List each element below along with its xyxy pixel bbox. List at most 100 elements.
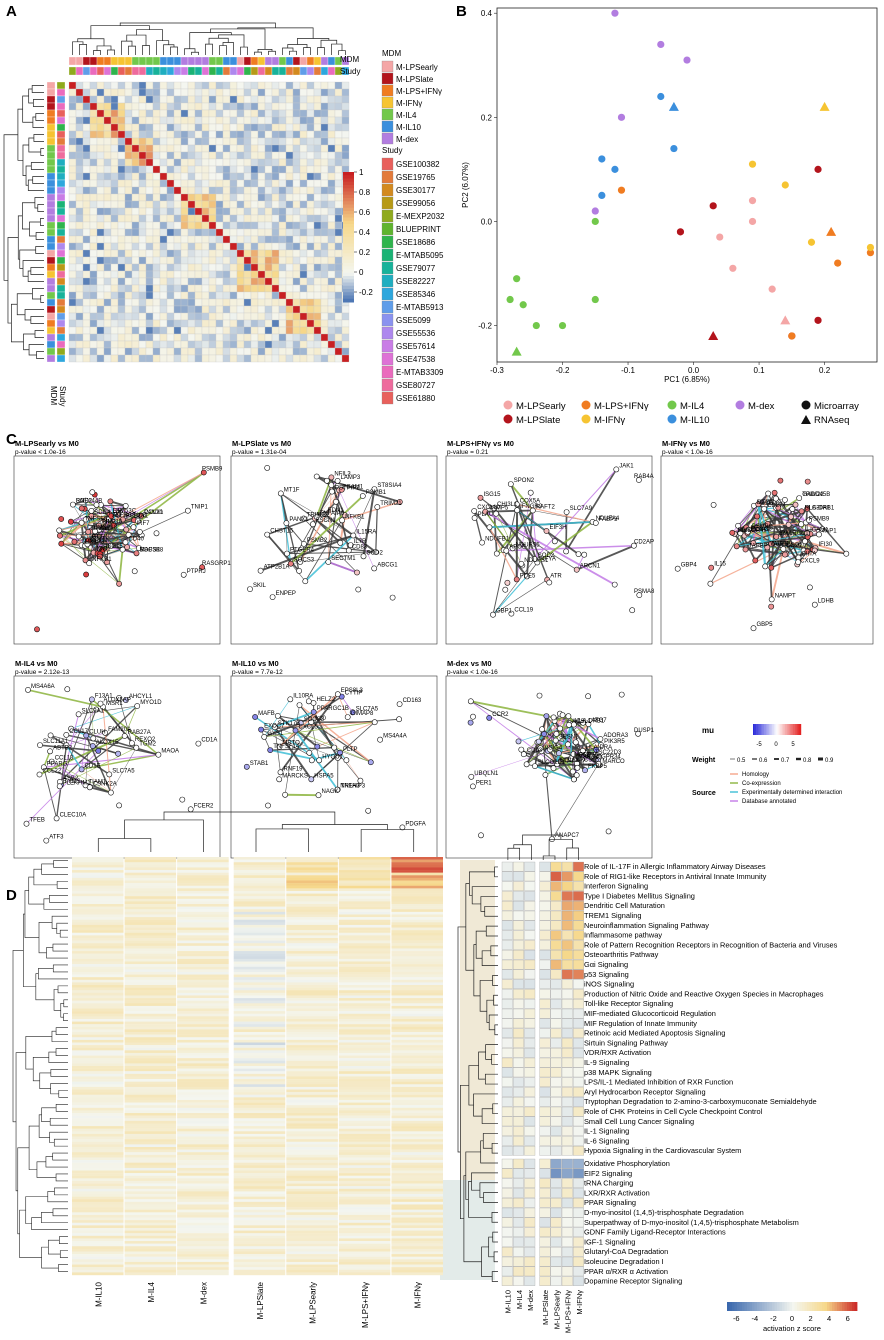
pca-y-axis-label: PC2 (6.07%) xyxy=(461,162,470,208)
heat-cell xyxy=(68,333,77,342)
heat-cell xyxy=(320,207,329,216)
heat-cell xyxy=(173,186,182,195)
network-panel-4: M-IL4 vs M0p-value = 2.12e-13MYO1DREXO2T… xyxy=(13,659,221,859)
pathway-cell xyxy=(391,956,443,960)
gene-label: ACSL5 xyxy=(580,758,600,764)
heat-cell xyxy=(194,151,203,160)
network-node xyxy=(64,686,71,693)
heat-cell xyxy=(75,123,84,132)
pathway-cell xyxy=(72,1204,124,1208)
heat-cell xyxy=(75,242,84,251)
heat-cell xyxy=(327,347,336,356)
top-study-anno-cell xyxy=(173,66,182,76)
gene-label: ARCN1 xyxy=(580,564,601,570)
top-study-anno-cell xyxy=(187,66,196,76)
heat-cell xyxy=(68,263,77,272)
heat-cell xyxy=(334,172,343,181)
network-edge xyxy=(510,483,534,512)
pathway-cell xyxy=(233,1118,286,1122)
d-left-branch-12 xyxy=(38,922,53,954)
heat-cell xyxy=(320,242,329,251)
heat-cell xyxy=(82,228,91,237)
heat-cell xyxy=(166,214,175,223)
pathway-cell xyxy=(286,1063,338,1067)
pathway-cell xyxy=(124,1000,177,1004)
network-node xyxy=(768,564,775,571)
heat-cell xyxy=(103,214,112,223)
gene-label: GPR34 xyxy=(601,754,621,760)
heat-cell xyxy=(250,284,259,293)
heat-cell xyxy=(208,95,217,104)
heat-cell xyxy=(152,207,161,216)
heat-cell xyxy=(145,109,154,118)
heat-cell xyxy=(82,221,91,230)
heat-cell xyxy=(278,326,287,335)
zoom-row-label: Role of RIG1-like Receptors in Antiviral… xyxy=(584,872,767,881)
left-mdm-anno-cell xyxy=(46,207,56,216)
heat-cell xyxy=(327,284,336,293)
gene-label: FABP3 xyxy=(599,517,618,523)
pathway-cell xyxy=(177,971,229,975)
heat-cell xyxy=(299,144,308,153)
heat-cell xyxy=(68,144,77,153)
heat-cell xyxy=(166,81,175,90)
heat-cell xyxy=(236,235,245,244)
heat-cell xyxy=(250,270,259,279)
heat-cell xyxy=(285,116,294,125)
heat-cell xyxy=(236,291,245,300)
heat-cell xyxy=(243,340,252,349)
zoom-cell xyxy=(524,1198,536,1208)
heat-cell xyxy=(327,270,336,279)
heat-cell xyxy=(75,137,84,146)
pathway-cell xyxy=(338,1050,391,1054)
heat-cell xyxy=(131,263,140,272)
pca-point-rnaseq xyxy=(780,315,791,325)
heat-cell xyxy=(89,214,98,223)
heat-cell xyxy=(180,256,189,265)
network-node xyxy=(750,540,757,546)
heat-cell xyxy=(138,186,147,195)
pathway-cell xyxy=(338,1209,391,1213)
pathway-cell xyxy=(391,1220,443,1223)
panel-d-label: D xyxy=(6,887,17,904)
network-node xyxy=(134,703,141,709)
heat-cell xyxy=(285,200,294,209)
heat-cell xyxy=(138,172,147,181)
heat-cell xyxy=(222,312,231,321)
pathway-cell xyxy=(233,1235,286,1239)
pathway-cell xyxy=(72,883,124,886)
gene-label: TNIP1 xyxy=(191,505,209,511)
gene-label: GBP4 xyxy=(681,563,698,569)
heat-cell xyxy=(292,256,301,265)
zoom-cell xyxy=(561,871,573,882)
pathway-cell xyxy=(124,1220,177,1223)
zoom-cell xyxy=(561,959,573,970)
colorbar-step xyxy=(343,207,354,212)
heat-cell xyxy=(257,95,266,104)
pathway-cell xyxy=(391,1050,443,1054)
network-edge xyxy=(290,551,376,564)
heat-cell xyxy=(320,263,329,272)
weight-label: Weight xyxy=(692,757,716,764)
pathway-cell xyxy=(177,951,229,954)
pathway-cell xyxy=(124,1207,177,1210)
heat-cell xyxy=(257,207,266,216)
pathway-cell xyxy=(177,1133,229,1137)
pathway-cell xyxy=(286,1222,338,1226)
pathway-cell xyxy=(72,862,124,866)
pathway-cell xyxy=(391,966,443,970)
pathway-cell xyxy=(72,1139,124,1142)
network-edge xyxy=(327,485,332,563)
heat-cell xyxy=(334,200,343,209)
pca-y-tick-label: 0.0 xyxy=(481,217,493,226)
pathway-cell xyxy=(391,1086,443,1090)
top-study-anno-cell xyxy=(124,66,133,76)
pathway-cell xyxy=(72,1220,124,1223)
pathway-cell xyxy=(286,924,338,928)
heat-cell xyxy=(334,284,343,293)
heat-cell xyxy=(131,284,140,293)
zoom-cell xyxy=(573,861,584,872)
pca-y-tick-label: 0.4 xyxy=(481,9,493,18)
network-node xyxy=(493,550,500,557)
heat-cell xyxy=(243,102,252,111)
